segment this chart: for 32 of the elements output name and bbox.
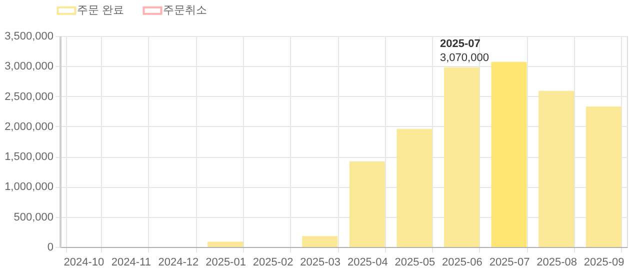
bar	[208, 242, 244, 247]
bar	[444, 67, 480, 247]
y-tick-label: 1,000,000	[4, 181, 54, 194]
x-tick-label: 2025-04	[347, 256, 388, 268]
x-tick-label: 2025-05	[394, 256, 436, 268]
x-tick-label: 2025-02	[252, 256, 294, 268]
x-tick-label: 2025-01	[206, 256, 246, 268]
x-tick-label: 2024-10	[64, 256, 104, 268]
x-tick-label: 2025-07	[489, 256, 530, 268]
x-tick-label: 2025-06	[442, 256, 482, 268]
bar	[302, 236, 338, 247]
y-tick-label: 3,000,000	[4, 60, 54, 73]
y-tick-label: 500,000	[14, 211, 54, 224]
y-tick-label: 2,500,000	[4, 90, 54, 103]
bar	[491, 62, 527, 247]
x-tick-label: 2025-03	[300, 256, 341, 268]
bar	[586, 106, 622, 247]
x-tick-label: 2025-08	[536, 256, 577, 268]
y-tick-label: 1,500,000	[4, 151, 54, 164]
annotation: 2025-07	[440, 38, 480, 50]
legend-label: 주문 완료	[77, 4, 124, 17]
y-tick-label: 3,500,000	[4, 30, 54, 42]
legend-label: 주문취소	[163, 4, 207, 17]
bar	[349, 161, 385, 247]
x-tick-label: 2024-11	[111, 256, 151, 268]
x-tick-label: 2024-12	[158, 256, 199, 268]
annotation: 3,070,000	[440, 52, 489, 64]
x-tick-label: 2025-09	[584, 256, 624, 268]
bar	[396, 128, 432, 247]
y-tick-label: 0	[47, 242, 54, 254]
y-tick-label: 2,000,000	[4, 120, 54, 133]
bar	[538, 90, 574, 247]
